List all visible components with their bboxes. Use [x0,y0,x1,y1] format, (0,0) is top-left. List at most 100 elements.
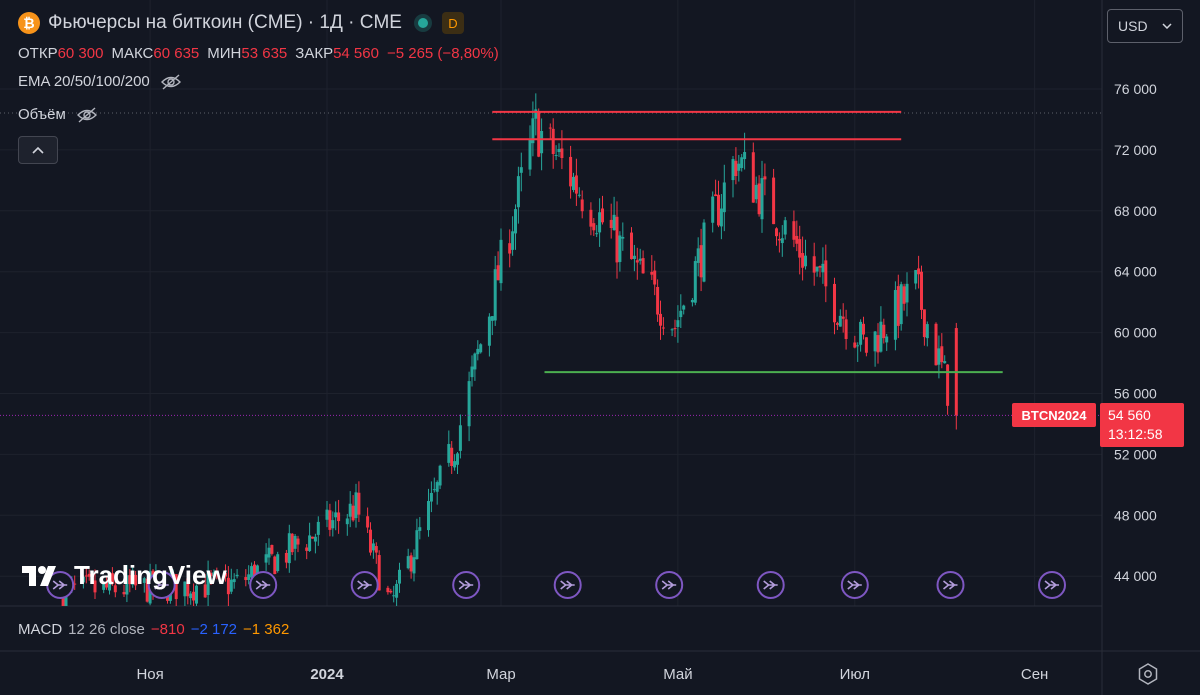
macd-value: −810 [150,621,185,638]
event-marker-icon[interactable] [840,571,869,599]
candle-body [371,543,375,551]
volume-indicator-row[interactable]: Объём [18,106,98,123]
ticker-price-label: BTCN2024 [1012,403,1096,427]
candle-body [473,353,477,370]
candle-body [841,316,845,319]
candle-body [630,232,633,260]
candle-body [934,323,938,366]
price-tick-label: 68 000 [1114,203,1157,219]
candle-body [833,283,836,323]
candle-body [270,544,274,554]
macd-histogram-value: −1 362 [243,621,290,638]
chevron-down-icon [1162,23,1172,29]
price-tick-label: 76 000 [1114,81,1157,97]
interval-badge[interactable]: D [441,12,464,34]
candle-body [601,208,604,223]
currency-select[interactable]: USD [1107,9,1183,43]
market-status-icon[interactable] [417,18,428,28]
candle-body [795,235,799,244]
ohlc-high-label: МАКС [111,45,154,62]
event-marker-icon[interactable] [655,571,684,599]
candle-body [354,492,358,519]
macd-legend[interactable]: MACD 12 26 close −810 −2 172 −1 362 [18,621,289,638]
candle-body [557,149,561,153]
event-marker-icon[interactable] [1038,571,1066,599]
candle-body [125,575,129,595]
candle-body [192,591,196,601]
candle-body [209,572,213,577]
candle-body [818,266,822,268]
candle-body [879,321,883,352]
candle-body [516,176,520,208]
candle-body [531,118,535,144]
candle-body [859,321,863,345]
event-marker-icon[interactable] [147,571,176,599]
candle-body [882,324,886,339]
chart-title[interactable]: Фьючерсы на биткоин (CME) · 1Д · CME [48,12,402,33]
ohlc-change-value: −5 265 (−8,80%) [386,45,499,62]
candle-body [508,243,512,254]
candle-body [174,574,178,600]
candle-body [554,154,558,156]
event-marker-icon[interactable] [756,571,785,599]
candle-body [308,535,312,552]
candle-body [937,348,941,365]
ema-indicator-row[interactable]: EMA 20/50/100/200 [18,73,182,90]
candle-body [722,182,726,213]
candle-body [873,331,877,352]
candle-body [534,109,538,119]
event-marker-icon[interactable] [553,571,582,599]
candle-body [189,593,193,599]
price-tick-label: 64 000 [1114,264,1157,280]
eye-off-icon[interactable] [160,73,182,90]
candle-body [676,320,680,327]
macd-label: MACD [18,621,63,638]
candle-body [595,233,599,235]
candle-body [409,555,413,572]
candle-body [519,167,523,173]
candle-body [276,554,280,572]
event-marker-icon[interactable] [350,571,379,599]
candle-body [476,348,480,355]
candle-body [862,323,865,335]
tradingview-logo-icon [22,565,56,586]
candle-body [757,183,761,215]
candle-body [815,266,819,272]
candle-body [235,574,239,577]
candle-body [618,235,622,262]
candle-body [453,461,457,468]
candle-body [632,255,636,259]
price-tick-label: 52 000 [1114,446,1157,462]
eye-off-icon[interactable] [76,106,98,123]
candle-body [348,503,352,517]
candle-body [621,237,625,239]
candle-body [801,253,805,268]
event-marker-icon[interactable] [249,571,278,599]
time-axis-settings-icon[interactable] [1136,662,1160,686]
candle-body [389,590,393,593]
candle-body [447,444,451,463]
candle-body [641,258,645,274]
currency-value: USD [1118,18,1148,34]
candle-body [690,299,694,303]
candle-body [598,212,602,233]
collapse-legend-button[interactable] [18,136,58,164]
event-marker-icon[interactable] [452,571,481,599]
candle-body [183,581,187,597]
ohlc-low-label: МИН [207,45,242,62]
candle-body [110,573,114,584]
candle-body [87,573,91,577]
candle-body [305,547,309,551]
event-marker-icon[interactable] [936,571,965,599]
candle-body [438,465,442,486]
candle-body [427,501,430,531]
candle-body [893,290,897,340]
candle-body [293,535,297,549]
tradingview-logo[interactable]: TradingView [22,560,227,591]
candle-body [325,509,329,520]
candle-body [244,577,248,581]
ema-label: EMA 20/50/100/200 [18,73,150,90]
candle-body [580,199,584,212]
candle-body [899,284,903,325]
